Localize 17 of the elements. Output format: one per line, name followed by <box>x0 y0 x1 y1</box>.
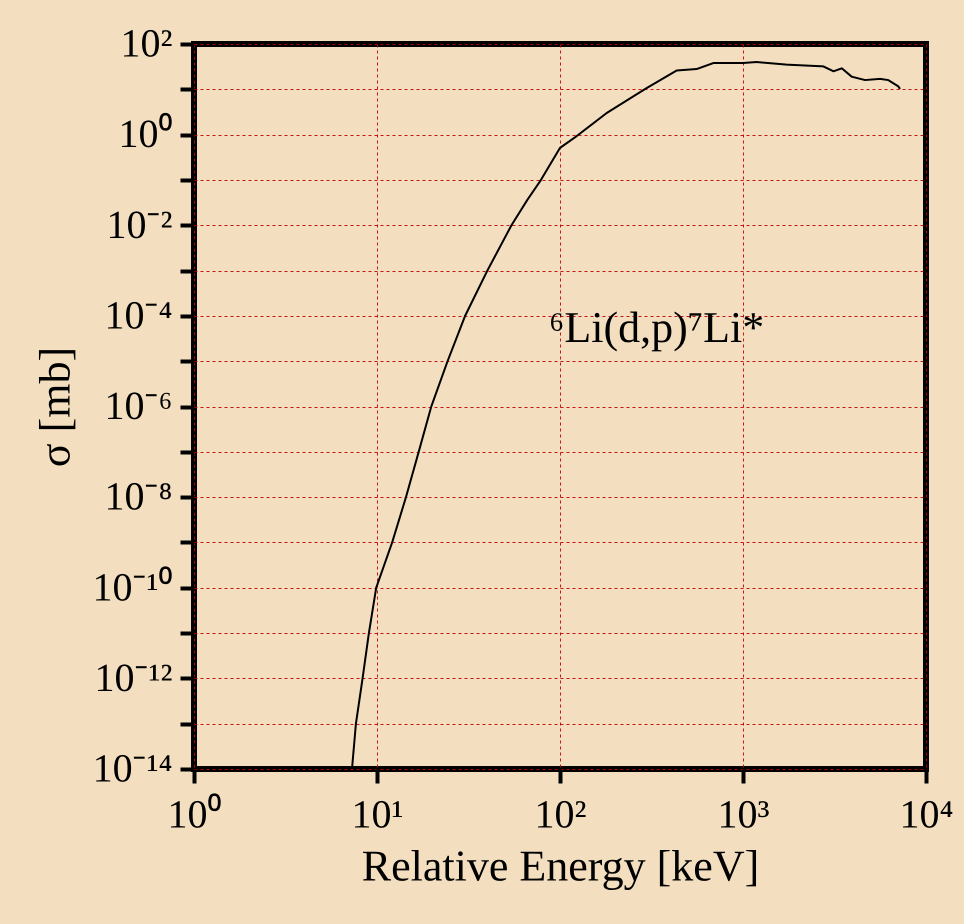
y-tick-label: 10⁻⁶ <box>104 383 172 428</box>
x-tick-label: 10⁴ <box>900 792 954 836</box>
y-tick-label: 10⁻¹² <box>94 654 173 700</box>
y-tick-label: 10⁻⁴ <box>104 292 172 338</box>
y-tick-label: 10⁰ <box>118 111 172 156</box>
x-tick-label: 10⁰ <box>168 792 222 836</box>
y-tick-label: 10⁻² <box>106 202 172 247</box>
x-axis-title: Relative Energy [keV] <box>362 842 760 890</box>
y-tick-label: 10⁻¹⁴ <box>92 746 172 790</box>
y-tick-label: 10⁻⁸ <box>104 474 172 519</box>
annotation: ⁶Li(d,p)⁷Li* <box>549 303 764 352</box>
x-tick-label: 10² <box>534 792 586 836</box>
x-tick-label: 10¹ <box>352 792 404 836</box>
x-tick-label: 10³ <box>718 792 770 836</box>
y-axis-title: σ [mb] <box>30 346 80 468</box>
y-tick-label: 10⁻¹⁰ <box>92 564 172 610</box>
y-tick-label: 10² <box>120 20 172 66</box>
